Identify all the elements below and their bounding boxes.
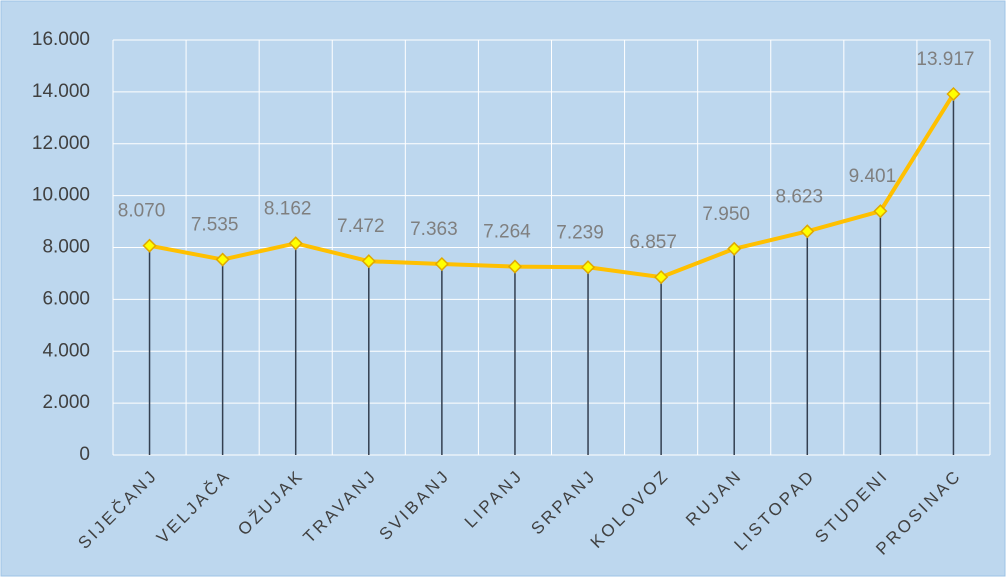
marker <box>288 236 303 251</box>
marker <box>654 270 669 285</box>
marker <box>727 241 742 256</box>
y-tick-label: 0 <box>79 444 90 465</box>
data-label: 8.070 <box>118 201 166 222</box>
y-tick-label: 8.000 <box>42 237 90 258</box>
marker <box>361 254 376 269</box>
data-label: 6.857 <box>629 232 677 253</box>
data-label: 7.363 <box>410 219 458 240</box>
data-label: 8.162 <box>264 198 312 219</box>
data-label: 9.401 <box>849 166 897 187</box>
y-tick-label: 2.000 <box>42 392 90 413</box>
marker <box>873 204 888 219</box>
data-label: 7.535 <box>191 215 239 236</box>
marker <box>946 86 961 102</box>
data-label: 7.472 <box>337 216 385 237</box>
y-tick-label: 12.000 <box>32 133 90 154</box>
data-label: 8.623 <box>776 186 824 207</box>
y-tick-label: 16.000 <box>32 29 90 50</box>
line <box>149 92 956 280</box>
marker <box>434 256 449 272</box>
data-label: 7.239 <box>556 222 604 243</box>
data-label: 7.950 <box>702 204 750 225</box>
y-tick-label: 6.000 <box>42 288 90 309</box>
y-tick-label: 10.000 <box>32 185 90 206</box>
data-label: 13.917 <box>916 49 974 70</box>
marker <box>142 238 157 253</box>
y-tick-label: 14.000 <box>32 81 90 102</box>
marker <box>507 259 523 274</box>
marker <box>215 252 230 267</box>
marker <box>580 260 596 275</box>
marker <box>800 224 815 239</box>
data-label: 7.264 <box>483 222 531 243</box>
y-tick-label: 4.000 <box>42 340 90 361</box>
